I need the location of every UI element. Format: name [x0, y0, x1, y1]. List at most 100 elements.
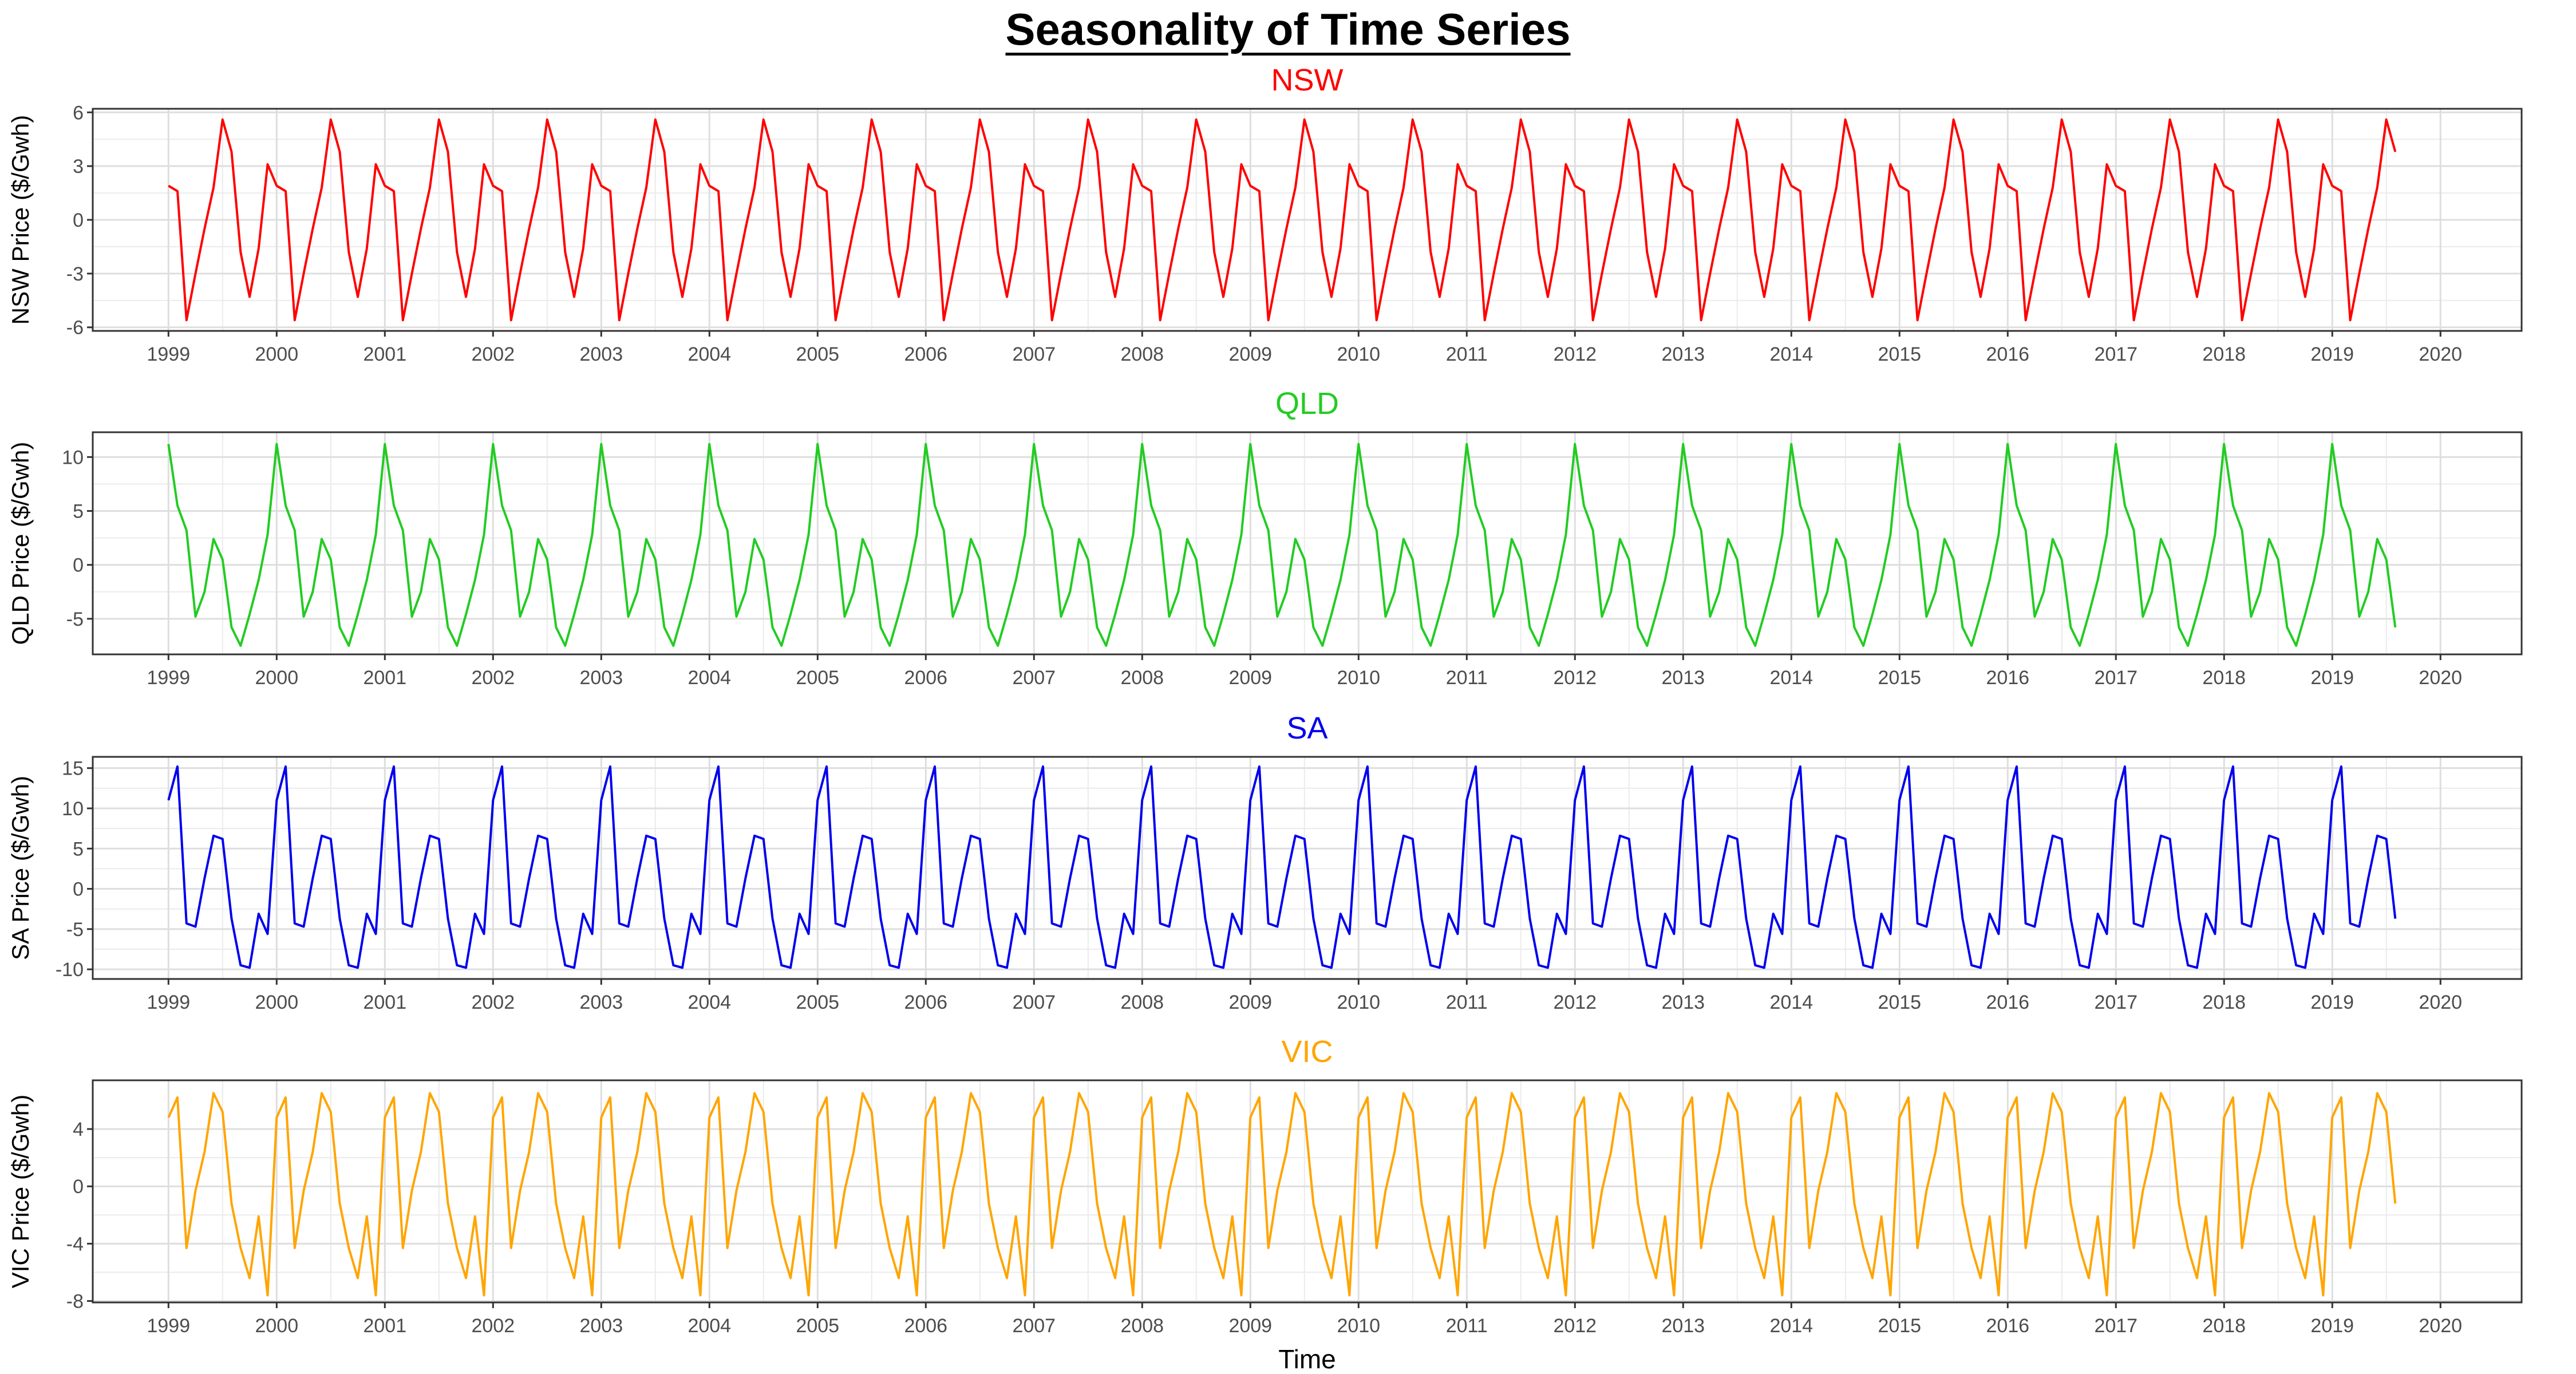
x-tick-label: 2009: [1228, 1315, 1272, 1337]
series-line-vic: [167, 1092, 2397, 1297]
x-tick-label: 2006: [904, 992, 947, 1013]
x-tick-label: 2005: [796, 667, 839, 689]
y-tick-label: 6: [73, 102, 84, 124]
figure-title: Seasonality of Time Series: [1005, 4, 1571, 54]
x-tick-label: 2017: [2094, 1315, 2138, 1337]
x-tick-label: 1999: [147, 344, 190, 365]
x-tick-label: 2018: [2202, 344, 2246, 365]
x-tick-label: 2003: [579, 344, 623, 365]
x-tick-label: 2008: [1120, 992, 1164, 1013]
y-axis-label: QLD Price ($/Gwh): [7, 442, 34, 645]
x-tick-label: 2008: [1120, 667, 1164, 689]
x-tick-label: 2000: [255, 1315, 298, 1337]
x-tick-label: 2014: [1769, 1315, 1813, 1337]
x-tick-label: 2013: [1661, 1315, 1705, 1337]
panel-border: [92, 756, 2523, 980]
panel-border: [92, 431, 2523, 656]
x-tick-label: 2018: [2202, 1315, 2246, 1337]
y-tick-label: 0: [73, 1176, 84, 1198]
y-axis-label: SA Price ($/Gwh): [7, 776, 34, 960]
x-tick-label: 2012: [1553, 992, 1597, 1013]
x-tick-label: 2001: [363, 344, 406, 365]
y-tick-label: 0: [73, 555, 84, 577]
x-tick-label: 2014: [1769, 667, 1813, 689]
panel-border: [92, 1079, 2523, 1304]
x-tick-label: 2002: [471, 667, 515, 689]
x-tick-label: 2011: [1446, 667, 1488, 689]
y-tick-label: -5: [66, 609, 84, 630]
y-tick-label: -10: [56, 959, 84, 981]
x-tick-label: 2007: [1012, 667, 1056, 689]
x-tick-label: 2015: [1878, 992, 1921, 1013]
x-tick-label: 2019: [2310, 992, 2354, 1013]
x-tick-label: 2001: [363, 992, 406, 1013]
x-tick-label: 2007: [1012, 344, 1056, 365]
x-tick-label: 2004: [688, 344, 731, 365]
y-tick-label: -8: [66, 1290, 84, 1312]
x-axis-label: Time: [1278, 1344, 1336, 1374]
x-tick-label: 2010: [1337, 667, 1380, 689]
x-tick-label: 2003: [579, 1315, 623, 1337]
y-tick-label: 0: [73, 210, 84, 231]
x-tick-label: 2004: [688, 667, 731, 689]
x-tick-label: 2013: [1661, 992, 1705, 1013]
x-tick-label: 1999: [147, 1315, 190, 1337]
x-tick-label: 2008: [1120, 1315, 1164, 1337]
x-tick-label: 2001: [363, 667, 406, 689]
x-tick-label: 2006: [904, 667, 947, 689]
x-tick-label: 2005: [796, 344, 839, 365]
x-tick-label: 2014: [1769, 344, 1813, 365]
x-tick-label: 2017: [2094, 344, 2138, 365]
panel-title: QLD: [1275, 386, 1339, 421]
x-tick-label: 2010: [1337, 992, 1380, 1013]
x-tick-label: 2007: [1012, 1315, 1056, 1337]
x-tick-label: 2020: [2419, 992, 2462, 1013]
x-tick-label: 2002: [471, 1315, 515, 1337]
x-tick-label: 2019: [2310, 344, 2354, 365]
x-tick-label: 2018: [2202, 992, 2246, 1013]
y-tick-label: -4: [66, 1233, 84, 1255]
x-tick-label: 2020: [2419, 344, 2462, 365]
x-tick-label: 2010: [1337, 1315, 1380, 1337]
x-tick-label: 2015: [1878, 1315, 1921, 1337]
x-tick-label: 2001: [363, 1315, 406, 1337]
x-tick-label: 2009: [1228, 344, 1272, 365]
x-tick-label: 2000: [255, 344, 298, 365]
panel-title: VIC: [1281, 1035, 1333, 1069]
panel-title: SA: [1286, 711, 1327, 745]
y-tick-label: -5: [66, 919, 84, 941]
y-axis-label: NSW Price ($/Gwh): [7, 115, 34, 325]
y-tick-label: 10: [62, 447, 84, 468]
y-tick-label: 4: [73, 1119, 84, 1140]
y-axis-label: VIC Price ($/Gwh): [7, 1095, 34, 1288]
y-tick-label: 10: [62, 798, 84, 820]
y-tick-label: 5: [73, 838, 84, 860]
x-tick-label: 2016: [1986, 1315, 2029, 1337]
x-tick-label: 2014: [1769, 992, 1813, 1013]
x-tick-label: 2006: [904, 344, 947, 365]
x-tick-label: 2017: [2094, 667, 2138, 689]
x-tick-label: 2011: [1446, 344, 1488, 365]
x-tick-label: 2011: [1446, 992, 1488, 1013]
y-tick-label: 3: [73, 156, 84, 177]
x-tick-label: 2019: [2310, 1315, 2354, 1337]
series-line-nsw: [168, 118, 2397, 322]
x-tick-label: 2003: [579, 667, 623, 689]
x-tick-label: 2002: [471, 992, 515, 1013]
x-tick-label: 2002: [471, 344, 515, 365]
x-tick-label: 2020: [2419, 667, 2462, 689]
x-tick-label: 2019: [2310, 667, 2354, 689]
series-line-qld: [167, 443, 2397, 647]
x-tick-label: 2012: [1553, 667, 1597, 689]
x-tick-label: 2010: [1337, 344, 1380, 365]
x-tick-label: 2016: [1986, 992, 2029, 1013]
x-tick-label: 2017: [2094, 992, 2138, 1013]
x-tick-label: 2009: [1228, 992, 1272, 1013]
x-tick-label: 2020: [2419, 1315, 2462, 1337]
x-tick-label: 2016: [1986, 344, 2029, 365]
x-tick-label: 2011: [1446, 1315, 1488, 1337]
x-tick-label: 2016: [1986, 667, 2029, 689]
y-tick-label: 15: [62, 758, 84, 780]
x-tick-label: 2005: [796, 1315, 839, 1337]
x-tick-label: 2015: [1878, 667, 1921, 689]
